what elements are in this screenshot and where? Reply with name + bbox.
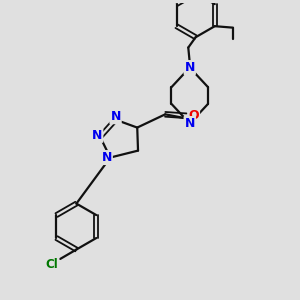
Text: N: N <box>110 110 121 123</box>
Text: N: N <box>101 151 112 164</box>
Text: N: N <box>184 117 195 130</box>
Text: O: O <box>188 109 199 122</box>
Text: Cl: Cl <box>46 258 58 271</box>
Text: N: N <box>92 129 102 142</box>
Text: N: N <box>184 61 195 74</box>
